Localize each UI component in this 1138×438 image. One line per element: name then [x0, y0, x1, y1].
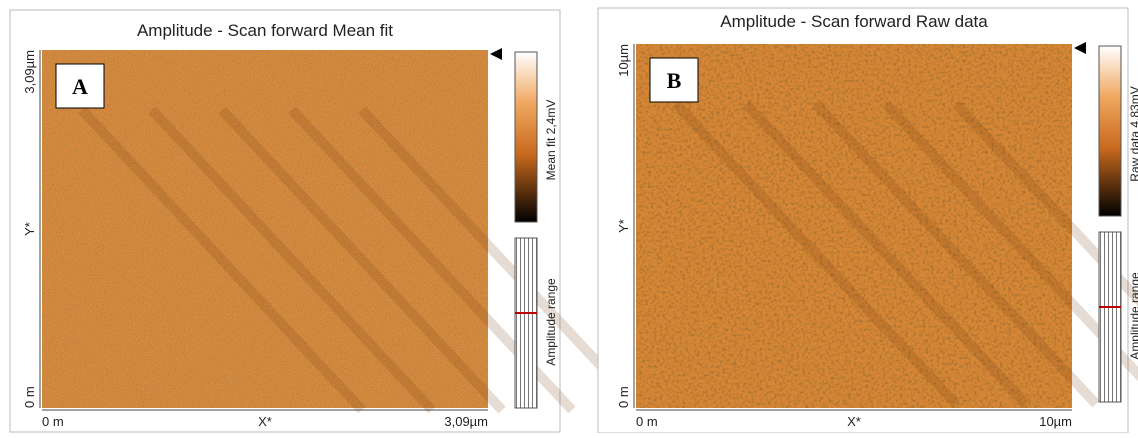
panel-title: Amplitude - Scan forward Mean fit: [137, 21, 393, 40]
amplitude-range-label: Amplitude range: [544, 278, 558, 366]
amplitude-range-bar: [515, 238, 537, 408]
panel-label: B: [667, 68, 682, 93]
colorbar: [515, 52, 537, 222]
y-axis-title: Y*: [616, 219, 631, 233]
amplitude-range-label: Amplitude range: [1128, 272, 1138, 360]
x-axis-end: 3,09µm: [444, 414, 488, 429]
colorbar-label: Raw data 4,83mV: [1128, 86, 1138, 181]
x-axis-title: X*: [847, 414, 861, 429]
panel: Amplitude - Scan forward Mean fit A 0 m X* 3…: [10, 10, 642, 432]
x-axis-title: X*: [258, 414, 272, 429]
x-axis-end: 10µm: [1039, 414, 1072, 429]
y-axis-start: 0 m: [616, 386, 631, 408]
figure: Amplitude - Scan forward Mean fit A 0 m X* 3…: [0, 0, 1138, 433]
y-axis-end: 10µm: [616, 44, 631, 77]
x-axis-start: 0 m: [42, 414, 64, 429]
y-axis-title: Y*: [22, 222, 37, 236]
panel-label: A: [72, 74, 88, 99]
amplitude-range-bar: [1099, 232, 1121, 402]
panel-title: Amplitude - Scan forward Raw data: [720, 12, 988, 31]
y-axis-start: 0 m: [22, 386, 37, 408]
page: Amplitude - Scan forward Mean fit A 0 m X* 3…: [0, 0, 1138, 433]
panel: Amplitude - Scan forward Raw data B 0 m X* 1…: [598, 8, 1138, 433]
x-axis-start: 0 m: [636, 414, 658, 429]
colorbar-label: Mean fit 2,4mV: [544, 100, 558, 181]
y-axis-end: 3,09µm: [22, 50, 37, 94]
colorbar: [1099, 46, 1121, 216]
